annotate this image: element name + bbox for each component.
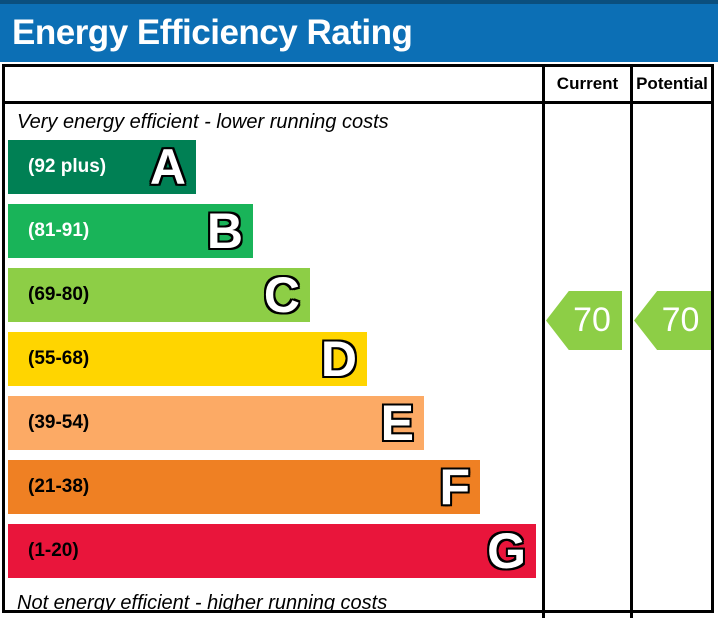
header-spacer [5,67,542,101]
potential-rating-value: 70 [661,301,700,339]
band-a: (92 plus) A [8,140,196,194]
page-title: Energy Efficiency Rating [12,13,413,52]
band-d: (55-68) D [8,332,367,386]
band-e: (39-54) E [8,396,424,450]
band-g-range-label: (1-20) [28,540,79,561]
header-potential: Potential [630,67,711,101]
title-bar: Energy Efficiency Rating [0,0,718,62]
band-d-letter: D [320,331,357,387]
band-e-range-label: (39-54) [28,412,90,433]
band-a-range-label: (92 plus) [28,156,107,177]
band-f: (21-38) F [8,460,480,514]
potential-column [630,104,711,618]
caption-bottom: Not energy efficient - higher running co… [17,591,388,614]
band-g: (1-20) G [8,524,536,578]
band-d-range-label: (55-68) [28,348,90,369]
band-c-range-label: (69-80) [28,284,90,305]
band-a-letter: A [149,139,186,195]
band-b-range-label: (81-91) [28,220,90,241]
band-e-letter: E [380,395,414,451]
header-current: Current [542,67,630,101]
band-c: (69-80) C [8,268,310,322]
band-c-letter: C [263,267,300,323]
current-rating-value: 70 [573,301,611,339]
rating-scale-column: Very energy efficient - lower running co… [5,104,542,618]
band-g-letter: G [487,523,526,579]
band-b: (81-91) B [8,204,253,258]
band-f-letter: F [439,459,470,515]
band-f-range-label: (21-38) [28,476,90,497]
caption-top: Very energy efficient - lower running co… [17,110,389,133]
table-body-row: Very energy efficient - lower running co… [5,104,711,618]
band-b-letter: B [206,203,243,259]
table-header-row: Current Potential [5,67,711,104]
current-column [542,104,630,618]
